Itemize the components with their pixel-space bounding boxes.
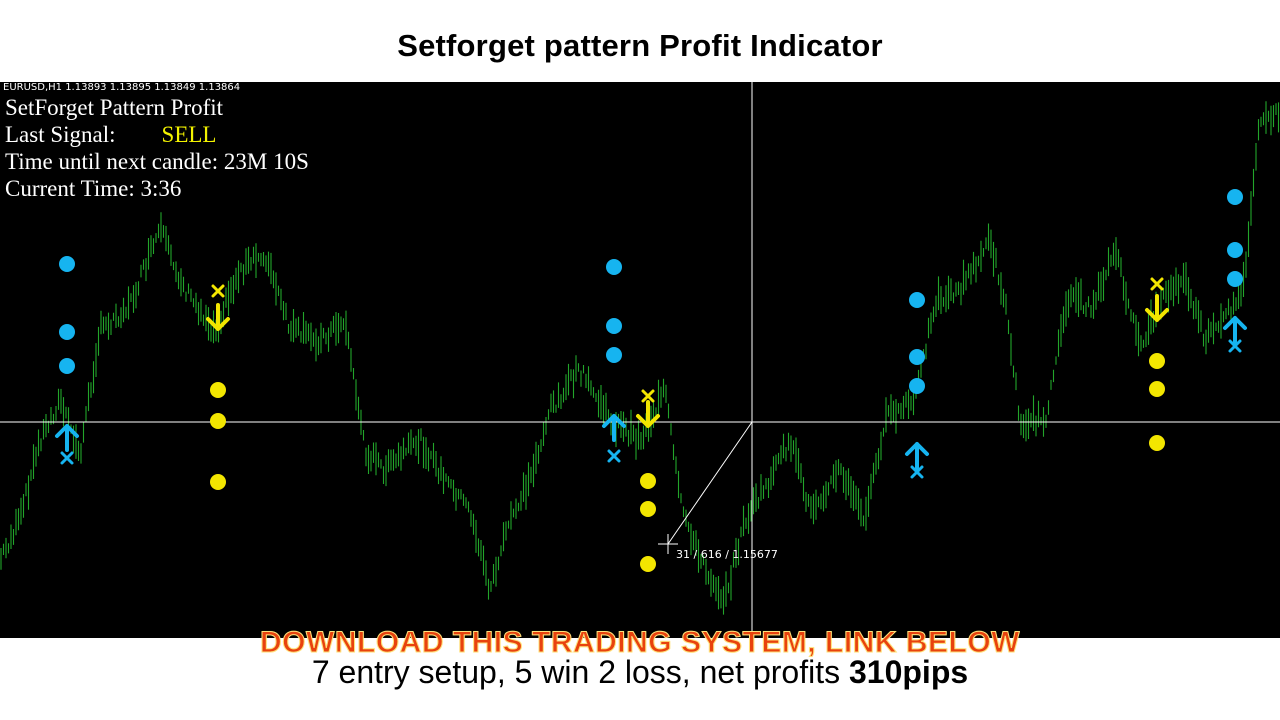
price-chart[interactable]: EURUSD,H1 1.13893 1.13895 1.13849 1.1386… bbox=[0, 82, 1280, 638]
signal-dot bbox=[59, 358, 75, 374]
measure-line bbox=[667, 421, 753, 545]
cursor-cross-icon bbox=[658, 534, 678, 554]
indicator-name: SetForget Pattern Profit bbox=[5, 95, 224, 120]
signal-dot bbox=[909, 378, 925, 394]
stats-line: 7 entry setup, 5 win 2 loss, net profits… bbox=[0, 654, 1280, 691]
signal-dot bbox=[640, 501, 656, 517]
last-signal-row: Last Signal: SELL bbox=[5, 121, 309, 148]
signal-dot bbox=[909, 349, 925, 365]
symbol-info: EURUSD,H1 1.13893 1.13895 1.13849 1.1386… bbox=[3, 82, 241, 93]
arrow-down-icon bbox=[636, 400, 660, 428]
stats-pips: 310pips bbox=[848, 654, 969, 690]
stats-text: 7 entry setup, 5 win 2 loss, net profits bbox=[311, 654, 849, 690]
signal-dot bbox=[606, 347, 622, 363]
x-icon bbox=[1228, 339, 1242, 353]
download-banner[interactable]: DOWNLOAD THIS TRADING SYSTEM, LINK BELOW bbox=[260, 626, 1020, 660]
page-title: Setforget pattern Profit Indicator bbox=[397, 28, 883, 63]
x-icon bbox=[1150, 277, 1164, 291]
arrow-up-icon bbox=[905, 442, 929, 470]
arrow-up-icon bbox=[1223, 316, 1247, 344]
x-icon bbox=[641, 389, 655, 403]
signal-dot bbox=[59, 324, 75, 340]
last-signal-label: Last Signal: bbox=[5, 122, 116, 147]
current-time: Current Time: 3:36 bbox=[5, 176, 182, 201]
price-bars bbox=[0, 101, 1280, 615]
x-icon bbox=[60, 451, 74, 465]
signal-dot bbox=[210, 413, 226, 429]
x-icon bbox=[211, 284, 225, 298]
arrow-up-icon bbox=[55, 424, 79, 452]
signal-dot bbox=[59, 256, 75, 272]
chart-canvas[interactable] bbox=[0, 82, 1280, 638]
arrow-down-icon bbox=[1145, 294, 1169, 322]
x-icon bbox=[607, 449, 621, 463]
arrow-down-icon bbox=[206, 303, 230, 331]
signal-dot bbox=[210, 382, 226, 398]
signal-dot bbox=[640, 556, 656, 572]
signal-dot bbox=[1227, 271, 1243, 287]
arrow-up-icon bbox=[602, 414, 626, 442]
indicator-panel: SetForget Pattern Profit Last Signal: SEL… bbox=[5, 94, 309, 202]
signal-dot bbox=[640, 473, 656, 489]
signal-dot bbox=[1227, 242, 1243, 258]
x-icon bbox=[910, 465, 924, 479]
signal-dot bbox=[1149, 381, 1165, 397]
signal-dot bbox=[909, 292, 925, 308]
last-signal-value: SELL bbox=[161, 122, 217, 147]
signal-dot bbox=[1149, 353, 1165, 369]
signal-dot bbox=[1149, 435, 1165, 451]
signal-dot bbox=[210, 474, 226, 490]
signal-dot bbox=[606, 318, 622, 334]
signal-dot bbox=[606, 259, 622, 275]
cursor-readout: 31 / 616 / 1.15677 bbox=[676, 548, 778, 561]
signal-dot bbox=[1227, 189, 1243, 205]
candle-timer: Time until next candle: 23M 10S bbox=[5, 149, 309, 174]
